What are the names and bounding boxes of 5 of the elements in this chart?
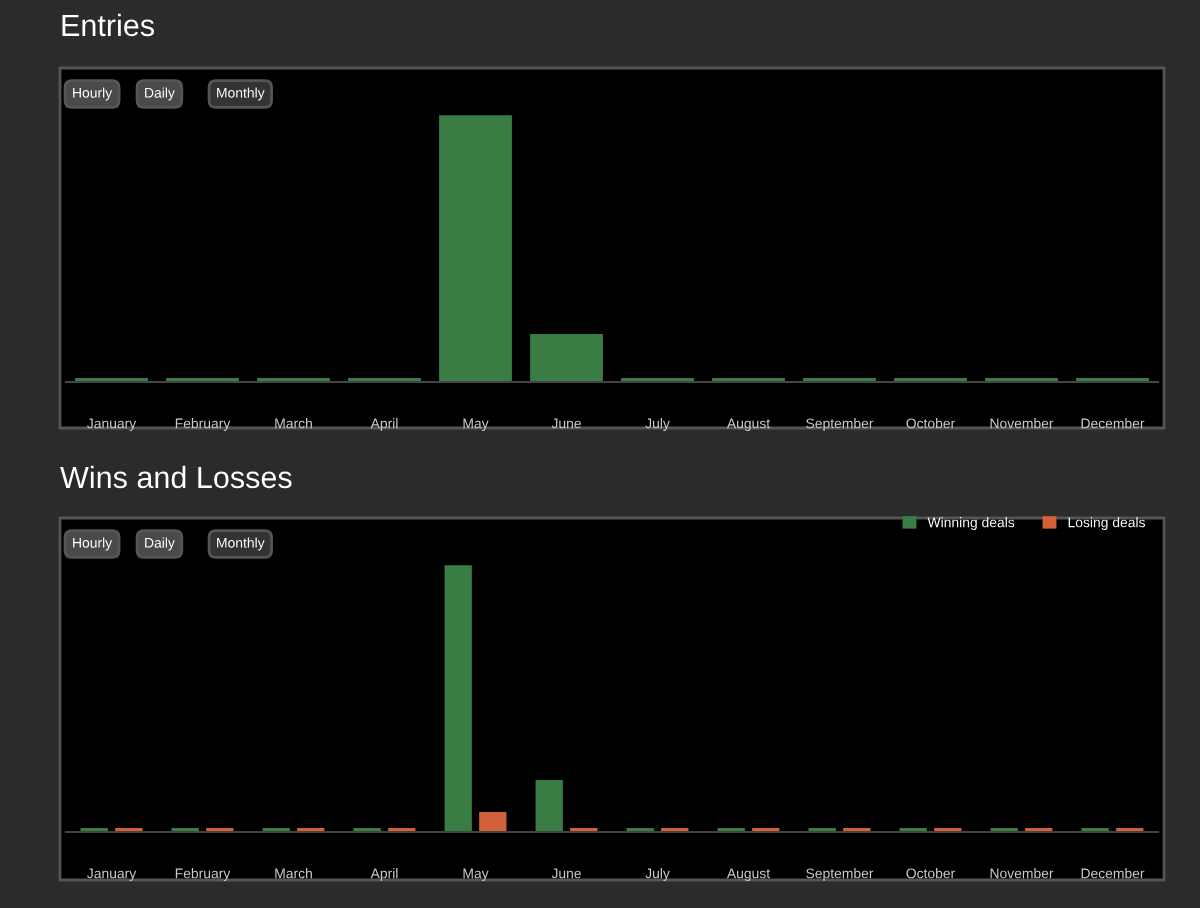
bar bbox=[535, 780, 563, 832]
bar bbox=[479, 812, 507, 832]
bar bbox=[444, 565, 472, 832]
chart-title: Entries bbox=[62, 13, 154, 37]
chart-title: Wins and Losses bbox=[60, 465, 292, 489]
